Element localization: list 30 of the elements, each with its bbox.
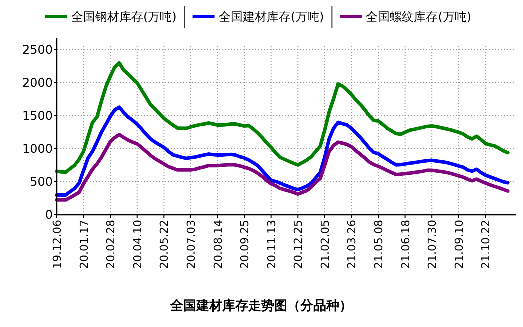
x-tick-label: 20.09.25 [238, 220, 252, 269]
legend-label: 全国建材库存(万吨) [218, 10, 324, 24]
legend-label: 全国螺纹库存(万吨) [366, 10, 472, 24]
x-tick-label: 20.07.03 [184, 220, 198, 269]
line-series [55, 61, 510, 174]
x-tick-label: 20.01.17 [78, 220, 91, 269]
x-tick-label: 21.05.08 [372, 220, 386, 269]
x-tick-label: 21.09.10 [452, 220, 466, 269]
x-tick-label: 21.06.18 [399, 220, 412, 269]
x-tick-label: 20.12.25 [292, 220, 306, 269]
y-tick-label: 2000 [22, 76, 53, 90]
x-tick-label: 20.11.13 [265, 220, 278, 269]
line-series [55, 133, 510, 202]
x-tick-label: 20.04.10 [131, 220, 144, 269]
y-tick-label: 500 [30, 175, 53, 189]
line-series [55, 106, 510, 197]
y-tick-label: 0 [45, 208, 53, 222]
text: 全国建材库存走势图（分品种） [170, 298, 352, 314]
x-tick-label: 21.10.22 [480, 220, 493, 269]
x-tick-label: 21.03.26 [346, 220, 359, 269]
x-tick-label: 20.02.28 [104, 220, 118, 269]
x-tick-label: 21.02.05 [318, 220, 332, 269]
legend-label: 全国钢材库存(万吨) [71, 10, 177, 24]
x-tick-label: 19.12.06 [51, 220, 64, 269]
y-tick-label: 2500 [22, 43, 53, 57]
x-tick-label: 21.07.30 [426, 220, 440, 269]
y-tick-label: 1000 [22, 142, 53, 156]
x-tick-label: 20.05.22 [158, 220, 172, 269]
y-tick-label: 1500 [22, 109, 53, 123]
x-tick-label: 20.08.14 [212, 220, 225, 269]
